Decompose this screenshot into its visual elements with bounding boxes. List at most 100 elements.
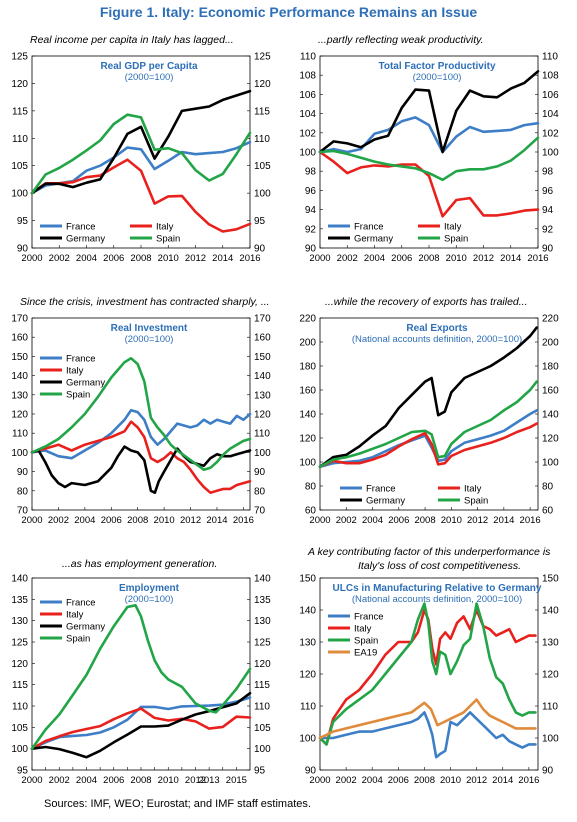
y-tick-label-left: 140 <box>299 606 316 617</box>
legend-label-italy: Italy <box>66 610 84 621</box>
y-tick-label-left: 105 <box>11 723 28 734</box>
y-tick-label-left: 170 <box>11 314 28 325</box>
y-tick-label-left: 90 <box>305 766 317 777</box>
y-tick-label-right: 108 <box>542 71 559 82</box>
y-tick-label-left: 140 <box>11 574 28 585</box>
x-tick-label: 2010 <box>446 253 467 264</box>
y-tick-label-left: 108 <box>299 71 316 82</box>
legend-label-germany: Germany <box>66 234 105 245</box>
chart-subtitle: (2000=100) <box>125 72 174 83</box>
y-tick-label-left: 120 <box>11 659 28 670</box>
x-tick-label: 2002 <box>48 515 69 526</box>
y-tick-label-left: 90 <box>17 467 29 478</box>
series-line-spain <box>318 602 537 746</box>
y-tick-label-right: 115 <box>254 680 270 691</box>
plot-frame <box>31 577 251 771</box>
y-tick-label-right: 130 <box>254 616 271 627</box>
y-tick-label-right: 125 <box>254 52 271 63</box>
y-tick-label-right: 120 <box>254 79 271 90</box>
x-tick-label: 2006 <box>388 775 409 786</box>
y-tick-label-left: 150 <box>11 352 28 363</box>
x-tick-label: 2006 <box>103 253 124 264</box>
y-tick-label-right: 170 <box>254 314 271 325</box>
chart-subtitle: (2000=100) <box>413 72 462 83</box>
y-tick-label-right: 110 <box>254 134 270 145</box>
y-tick-label-right: 200 <box>542 338 559 349</box>
y-tick-label-right: 120 <box>254 410 271 421</box>
chart-title: ULCs in Manufacturing Relative to German… <box>333 583 542 594</box>
legend-label-spain: Spain <box>354 636 378 647</box>
y-tick-label-left: 96 <box>305 186 317 197</box>
y-tick-label-left: 80 <box>17 486 29 497</box>
x-tick-label: 2014 <box>212 253 233 264</box>
x-tick-label: 2012 <box>467 515 488 526</box>
legend-label-france: France <box>354 222 384 233</box>
x-tick-label: 2000 <box>309 253 330 264</box>
y-tick-label-left: 135 <box>11 595 28 606</box>
y-tick-label-left: 220 <box>299 314 316 325</box>
x-tick-label: 2006 <box>101 515 122 526</box>
x-tick-label: 2012 <box>473 253 494 264</box>
x-tick-label: 2004 <box>362 515 383 526</box>
y-tick-label-left: 140 <box>11 371 28 382</box>
chart-subtitle: (2000=100) <box>125 594 174 605</box>
y-tick-label-left: 160 <box>11 333 28 344</box>
legend-label-italy: Italy <box>156 222 174 233</box>
y-tick-label-right: 94 <box>542 205 554 216</box>
y-tick-label-left: 120 <box>299 434 316 445</box>
y-tick-label-right: 120 <box>542 434 559 445</box>
y-tick-label-left: 60 <box>305 506 317 517</box>
y-tick-label-left: 180 <box>299 362 316 373</box>
y-tick-label-right: 140 <box>542 410 559 421</box>
y-tick-label-left: 100 <box>11 448 28 459</box>
x-tick-label: 2010 <box>441 515 462 526</box>
y-tick-label-left: 80 <box>305 482 317 493</box>
x-tick-label: 2000 <box>21 775 42 786</box>
legend-label-italy: Italy <box>464 484 482 495</box>
y-tick-label-right: 150 <box>542 574 559 585</box>
chart-svg-ulc: 90 90 100 100 110 110 120 120 130 130 140 140 150 150… <box>299 574 559 787</box>
y-tick-label-right: 120 <box>254 659 271 670</box>
y-tick-label-right: 105 <box>254 723 271 734</box>
y-tick-label-right: 140 <box>254 574 271 585</box>
y-tick-label-left: 120 <box>299 670 316 681</box>
y-tick-label-left: 110 <box>300 52 316 63</box>
y-tick-label-right: 180 <box>542 362 559 373</box>
x-tick-label: 2010 <box>158 253 179 264</box>
y-tick-label-left: 95 <box>17 216 29 227</box>
y-tick-label-right: 160 <box>254 333 271 344</box>
chart-title: Real Investment <box>111 323 188 334</box>
y-tick-label-right: 100 <box>254 448 271 459</box>
x-tick-label: 2016 <box>520 515 541 526</box>
x-tick-label: 2012 <box>185 253 206 264</box>
y-tick-label-left: 115 <box>12 680 28 691</box>
y-tick-label-right: 96 <box>542 186 554 197</box>
y-tick-label-right: 105 <box>254 161 271 172</box>
y-tick-label-right: 106 <box>542 90 559 101</box>
x-tick-label: 2010 <box>154 515 175 526</box>
series-line-ea19 <box>318 698 537 740</box>
x-tick-label: 2004 <box>364 253 385 264</box>
y-tick-label-right: 120 <box>542 670 559 681</box>
y-tick-label-left: 120 <box>11 79 28 90</box>
y-tick-label-left: 92 <box>305 224 317 235</box>
y-tick-label-left: 98 <box>305 167 317 178</box>
series-line-france <box>30 408 252 460</box>
y-tick-label-right: 100 <box>542 148 559 159</box>
legend-label-germany: Germany <box>66 622 105 633</box>
y-tick-label-left: 100 <box>299 458 316 469</box>
y-tick-label-left: 94 <box>305 205 317 216</box>
series-line-germany <box>30 89 252 195</box>
y-tick-label-left: 110 <box>12 702 28 713</box>
y-tick-label-left: 105 <box>11 161 28 172</box>
caption-ulc-line1: A key contributing factor of this underp… <box>308 546 551 558</box>
x-tick-label: 2012 <box>180 515 201 526</box>
y-tick-label-left: 106 <box>299 90 316 101</box>
y-tick-label-left: 90 <box>305 244 317 255</box>
y-tick-label-left: 115 <box>12 106 28 117</box>
y-tick-label-right: 140 <box>542 606 559 617</box>
x-tick-label: 2008 <box>414 515 435 526</box>
y-tick-label-left: 90 <box>17 244 29 255</box>
plot-frame <box>319 577 539 771</box>
y-tick-label-left: 110 <box>300 702 316 713</box>
